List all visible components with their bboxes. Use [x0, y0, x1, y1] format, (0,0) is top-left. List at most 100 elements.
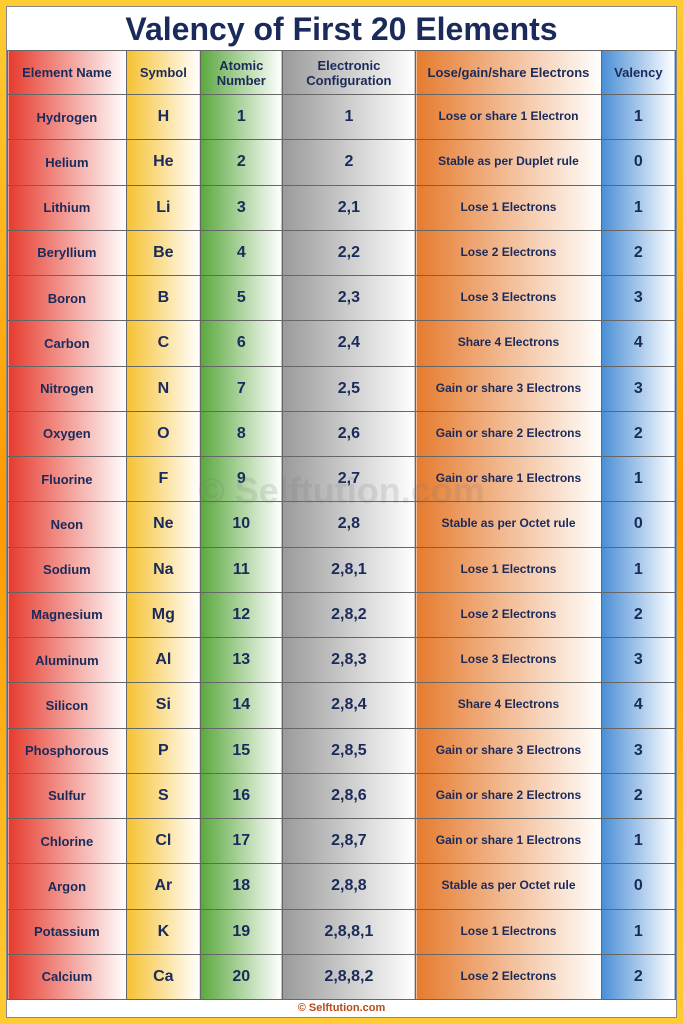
table-row: NeonNe102,8Stable as per Octet rule0 [8, 502, 676, 547]
cell-valency: 4 [601, 683, 675, 728]
cell-behave: Stable as per Octet rule [416, 502, 602, 547]
cell-name: Beryllium [8, 230, 127, 275]
table-row: ArgonAr182,8,8Stable as per Octet rule0 [8, 864, 676, 909]
cell-atomic: 16 [200, 773, 282, 818]
cell-behave: Lose 2 Electrons [416, 230, 602, 275]
cell-atomic: 1 [200, 95, 282, 140]
cell-symbol: F [126, 457, 200, 502]
cell-valency: 2 [601, 592, 675, 637]
table-row: AluminumAl132,8,3Lose 3 Electrons3 [8, 638, 676, 683]
table-row: MagnesiumMg122,8,2Lose 2 Electrons2 [8, 592, 676, 637]
cell-config: 2,8,7 [282, 819, 416, 864]
cell-behave: Gain or share 3 Electrons [416, 728, 602, 773]
table-row: SiliconSi142,8,4Share 4 Electrons4 [8, 683, 676, 728]
table-row: ChlorineCl172,8,7Gain or share 1 Electro… [8, 819, 676, 864]
cell-symbol: N [126, 366, 200, 411]
cell-valency: 2 [601, 411, 675, 456]
cell-behave: Lose 2 Electrons [416, 954, 602, 999]
cell-name: Sodium [8, 547, 127, 592]
header-row: Element Name Symbol Atomic Number Electr… [8, 51, 676, 95]
table-row: HydrogenH11Lose or share 1 Electron1 [8, 95, 676, 140]
table-body: HydrogenH11Lose or share 1 Electron1Heli… [8, 95, 676, 1000]
table-row: OxygenO82,6Gain or share 2 Electrons2 [8, 411, 676, 456]
cell-config: 2,2 [282, 230, 416, 275]
cell-config: 2,8 [282, 502, 416, 547]
cell-symbol: Al [126, 638, 200, 683]
table-row: SulfurS162,8,6Gain or share 2 Electrons2 [8, 773, 676, 818]
header-behave: Lose/gain/share Electrons [416, 51, 602, 95]
cell-name: Chlorine [8, 819, 127, 864]
cell-atomic: 12 [200, 592, 282, 637]
cell-symbol: Ne [126, 502, 200, 547]
cell-config: 2,8,5 [282, 728, 416, 773]
page-container: Valency of First 20 Elements Element Nam… [6, 6, 677, 1018]
header-symbol: Symbol [126, 51, 200, 95]
cell-valency: 2 [601, 954, 675, 999]
table-row: LithiumLi32,1Lose 1 Electrons1 [8, 185, 676, 230]
cell-config: 2,7 [282, 457, 416, 502]
cell-valency: 3 [601, 276, 675, 321]
cell-valency: 3 [601, 366, 675, 411]
cell-name: Calcium [8, 954, 127, 999]
cell-atomic: 3 [200, 185, 282, 230]
table-row: HeliumHe22Stable as per Duplet rule0 [8, 140, 676, 185]
cell-name: Fluorine [8, 457, 127, 502]
cell-behave: Lose 1 Electrons [416, 909, 602, 954]
cell-atomic: 9 [200, 457, 282, 502]
cell-behave: Stable as per Octet rule [416, 864, 602, 909]
cell-valency: 1 [601, 457, 675, 502]
cell-config: 2,5 [282, 366, 416, 411]
cell-config: 2,6 [282, 411, 416, 456]
cell-valency: 1 [601, 185, 675, 230]
cell-behave: Gain or share 1 Electrons [416, 457, 602, 502]
cell-symbol: Mg [126, 592, 200, 637]
table-row: FluorineF92,7Gain or share 1 Electrons1 [8, 457, 676, 502]
cell-symbol: Be [126, 230, 200, 275]
cell-behave: Lose 2 Electrons [416, 592, 602, 637]
cell-symbol: H [126, 95, 200, 140]
cell-symbol: S [126, 773, 200, 818]
cell-valency: 1 [601, 95, 675, 140]
cell-symbol: Na [126, 547, 200, 592]
cell-valency: 2 [601, 773, 675, 818]
cell-atomic: 17 [200, 819, 282, 864]
cell-atomic: 11 [200, 547, 282, 592]
cell-behave: Gain or share 2 Electrons [416, 773, 602, 818]
cell-atomic: 18 [200, 864, 282, 909]
page-title: Valency of First 20 Elements [7, 7, 676, 50]
cell-name: Helium [8, 140, 127, 185]
header-name: Element Name [8, 51, 127, 95]
cell-atomic: 8 [200, 411, 282, 456]
cell-valency: 3 [601, 728, 675, 773]
cell-name: Boron [8, 276, 127, 321]
cell-symbol: O [126, 411, 200, 456]
cell-behave: Gain or share 1 Electrons [416, 819, 602, 864]
cell-behave: Gain or share 3 Electrons [416, 366, 602, 411]
cell-valency: 0 [601, 864, 675, 909]
cell-name: Neon [8, 502, 127, 547]
cell-behave: Stable as per Duplet rule [416, 140, 602, 185]
cell-atomic: 2 [200, 140, 282, 185]
cell-atomic: 10 [200, 502, 282, 547]
cell-symbol: P [126, 728, 200, 773]
cell-valency: 3 [601, 638, 675, 683]
cell-name: Oxygen [8, 411, 127, 456]
cell-name: Magnesium [8, 592, 127, 637]
cell-behave: Lose 1 Electrons [416, 185, 602, 230]
cell-config: 2,4 [282, 321, 416, 366]
cell-config: 2 [282, 140, 416, 185]
cell-name: Carbon [8, 321, 127, 366]
cell-behave: Share 4 Electrons [416, 321, 602, 366]
cell-atomic: 13 [200, 638, 282, 683]
cell-behave: Lose 1 Electrons [416, 547, 602, 592]
cell-valency: 0 [601, 140, 675, 185]
header-valency: Valency [601, 51, 675, 95]
cell-name: Hydrogen [8, 95, 127, 140]
cell-valency: 2 [601, 230, 675, 275]
cell-name: Sulfur [8, 773, 127, 818]
cell-valency: 4 [601, 321, 675, 366]
cell-atomic: 7 [200, 366, 282, 411]
cell-name: Phosphorous [8, 728, 127, 773]
header-config: Electronic Configuration [282, 51, 416, 95]
valency-table: Element Name Symbol Atomic Number Electr… [7, 50, 676, 1000]
